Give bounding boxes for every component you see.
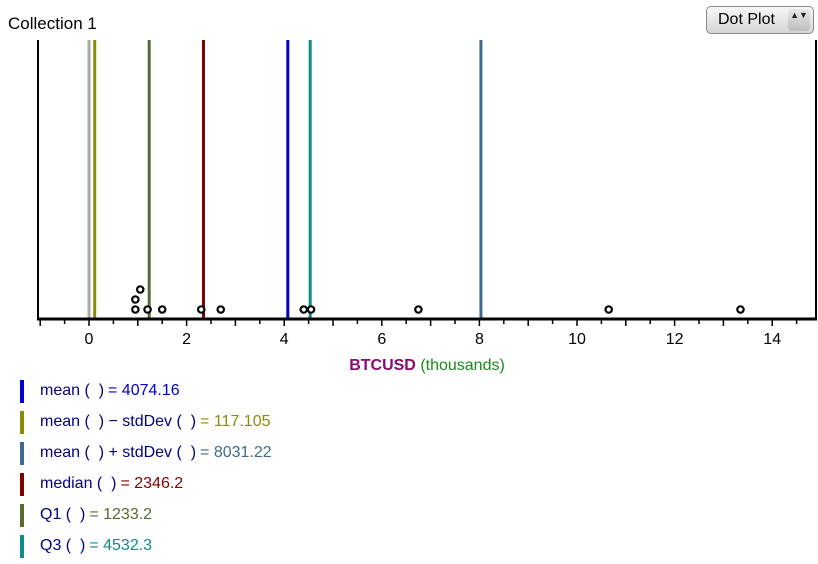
x-axis-attribute: BTCUSD xyxy=(349,357,416,374)
x-axis-unit: (thousands) xyxy=(420,357,505,374)
data-point[interactable] xyxy=(604,305,614,314)
legend-formula: median ( ) = 2346.2 xyxy=(40,475,183,493)
legend-value: = 1233.2 xyxy=(89,506,153,523)
data-point[interactable] xyxy=(131,305,140,314)
legend-value: = 8031.22 xyxy=(200,444,272,461)
x-axis-ticks: 0 2 4 6 8 10 12 14 xyxy=(39,319,798,348)
x-tick-label: 14 xyxy=(763,331,781,348)
plot-type-menu[interactable]: Dot Plot ▲▼ xyxy=(706,6,814,34)
data-point[interactable] xyxy=(216,305,226,314)
legend-color-swatch xyxy=(20,535,24,558)
x-tick-label: 4 xyxy=(280,331,289,348)
legend-formula-text: Q1 ( ) xyxy=(40,506,86,523)
data-point[interactable] xyxy=(736,305,745,314)
x-tick-label: 8 xyxy=(475,331,484,348)
legend-value: = 117.105 xyxy=(200,413,271,430)
legend-value: = 2346.2 xyxy=(120,475,184,492)
dot-plot: 0 2 4 6 8 10 12 14 BTCUSD (thousands) xyxy=(37,40,817,374)
legend-formula-text: Q3 ( ) xyxy=(40,537,86,554)
legend-value: = 4532.3 xyxy=(89,537,153,554)
data-point[interactable] xyxy=(306,305,316,314)
data-point[interactable] xyxy=(131,295,140,304)
data-point[interactable] xyxy=(135,285,145,294)
legend-value: = 4074.16 xyxy=(108,382,180,399)
plot-type-label: Dot Plot xyxy=(718,11,775,28)
x-tick-label: 2 xyxy=(182,331,191,348)
legend-color-swatch xyxy=(20,504,24,527)
legend-formula-text: mean ( ) xyxy=(40,382,105,399)
legend-formula-text: mean ( ) + stdDev ( ) xyxy=(40,444,197,461)
x-axis-label[interactable]: BTCUSD (thousands) xyxy=(349,357,505,374)
legend-formula: mean ( ) − stdDev ( ) = 117.105 xyxy=(40,413,270,431)
reference-lines xyxy=(87,40,483,319)
legend-color-swatch xyxy=(20,411,24,434)
data-points xyxy=(131,285,745,314)
legend-color-swatch xyxy=(20,380,24,403)
data-point[interactable] xyxy=(414,305,423,314)
legend-formula-text: median ( ) xyxy=(40,475,117,492)
data-point[interactable] xyxy=(196,305,206,314)
collection-title: Collection 1 xyxy=(8,14,97,33)
x-tick-label: 0 xyxy=(85,331,94,348)
data-point[interactable] xyxy=(143,305,152,314)
legend-formula-text: mean ( ) − stdDev ( ) xyxy=(40,413,197,430)
data-point[interactable] xyxy=(157,305,167,314)
legend-color-swatch xyxy=(20,442,24,465)
x-tick-label: 12 xyxy=(666,331,684,348)
x-tick-label: 6 xyxy=(377,331,386,348)
legend-formula: mean ( ) = 4074.16 xyxy=(40,382,180,400)
legend-formula: mean ( ) + stdDev ( ) = 8031.22 xyxy=(40,444,272,462)
legend-color-swatch xyxy=(20,473,24,496)
data-point[interactable] xyxy=(299,305,309,314)
dropdown-arrows-icon: ▲▼ xyxy=(788,9,810,31)
legend-formula: Q3 ( ) = 4532.3 xyxy=(40,537,152,555)
x-tick-label: 10 xyxy=(568,331,586,348)
legend-formula: Q1 ( ) = 1233.2 xyxy=(40,506,152,524)
